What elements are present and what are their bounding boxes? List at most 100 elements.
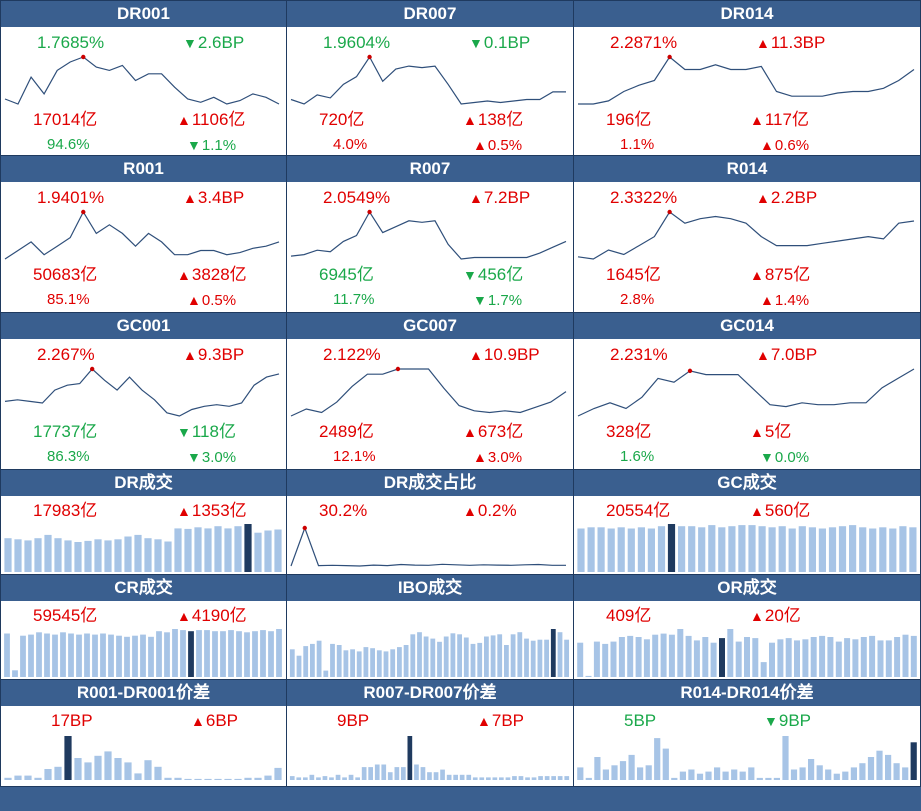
bar <box>607 528 615 572</box>
volume-change-text: 456亿 <box>477 265 524 284</box>
bar <box>738 525 746 572</box>
bar <box>74 542 82 572</box>
panel-r014: R014 2.3322% ▲2.2BP 1645亿 ▲875亿 2.8% ▲1.4% <box>573 155 921 313</box>
bar <box>810 637 817 677</box>
bar <box>769 642 775 677</box>
peak-marker <box>81 54 86 60</box>
volume-change: ▲5亿 <box>750 422 791 442</box>
bar <box>635 637 642 677</box>
bar <box>685 635 692 677</box>
panel-title: R007-DR007价差 <box>287 680 573 706</box>
volume-change-text: 117亿 <box>764 110 809 129</box>
bar <box>260 630 266 677</box>
bar-highlight <box>910 742 917 780</box>
rate-change-text: 7.0BP <box>770 345 818 364</box>
down-triangle-icon: ▼ <box>183 35 197 51</box>
volume-change-text: 4190亿 <box>191 606 247 625</box>
volume-change: ▲138亿 <box>463 110 523 130</box>
volume-value: 2489亿 <box>319 422 374 442</box>
series-line <box>577 211 915 260</box>
bar <box>84 540 92 572</box>
volume-change-text: 1353亿 <box>191 501 247 520</box>
bar <box>538 776 543 780</box>
bar <box>867 757 875 780</box>
bar <box>842 771 849 780</box>
bar <box>44 633 50 677</box>
volume-value-text: 196亿 <box>606 110 652 129</box>
bar <box>643 639 650 677</box>
bar <box>899 526 907 572</box>
rate-trend-chart <box>290 209 567 260</box>
share-change-text: 0.5% <box>201 292 237 309</box>
bar <box>827 637 834 677</box>
bar <box>322 776 328 780</box>
volume-bar-chart <box>4 629 282 677</box>
share-value: 4.0% <box>333 135 367 155</box>
bar <box>274 767 282 780</box>
bar <box>310 643 315 677</box>
spread-change: ▲6BP <box>191 711 238 731</box>
bar <box>497 634 503 677</box>
volume-change: ▲673亿 <box>463 422 523 442</box>
bar <box>224 528 232 572</box>
volume-value-text: 17014亿 <box>33 110 98 129</box>
panel-title: GC014 <box>574 313 920 339</box>
rate-value: 2.2871% <box>610 33 677 53</box>
spread-change-text: 9BP <box>778 711 811 730</box>
volume-value-text: 20554亿 <box>606 501 671 520</box>
bar <box>14 539 22 572</box>
down-triangle-icon: ▼ <box>177 424 191 440</box>
bar <box>637 767 644 780</box>
bar <box>453 774 458 780</box>
bar <box>637 527 645 572</box>
rate-value: 2.3322% <box>610 188 677 208</box>
bar <box>446 774 452 780</box>
rate-change-text: 7.2BP <box>483 188 531 207</box>
peak-marker <box>687 368 693 374</box>
rate-change-text: 10.9BP <box>483 345 540 364</box>
panel-title: R014-DR014价差 <box>574 680 920 706</box>
bar <box>154 539 162 572</box>
bar <box>268 631 274 677</box>
bar <box>148 636 154 677</box>
volume-value: 6945亿 <box>319 265 374 285</box>
share-change: ▼0.0% <box>760 447 809 468</box>
bar <box>100 633 106 677</box>
up-triangle-icon: ▲ <box>750 503 764 519</box>
volume-value-text: 720亿 <box>319 110 365 129</box>
bar <box>466 774 472 780</box>
bar <box>610 641 617 677</box>
bar <box>705 771 712 780</box>
bar <box>645 765 652 780</box>
volume-change-text: 118亿 <box>191 422 236 441</box>
volume-value: 17983亿 <box>33 501 97 521</box>
bar <box>303 777 308 780</box>
volume-value-text: 30.2% <box>319 501 368 520</box>
ratio-trend-chart <box>290 525 567 567</box>
bar <box>647 528 655 572</box>
panel-title: GC007 <box>287 313 573 339</box>
series-line <box>577 368 915 417</box>
bar <box>24 540 32 572</box>
bar <box>794 640 800 677</box>
bar <box>194 778 202 780</box>
volume-bar-chart <box>289 629 569 677</box>
volume-change: ▼118亿 <box>177 422 236 442</box>
bar <box>617 527 625 572</box>
bar <box>799 767 806 780</box>
panel-title: GC成交 <box>574 470 920 496</box>
bar <box>60 632 66 677</box>
bar <box>739 771 746 780</box>
bar <box>537 639 543 677</box>
bar <box>124 636 130 677</box>
bar <box>368 767 373 780</box>
bar <box>236 631 242 677</box>
bar <box>859 763 866 780</box>
share-change: ▲0.5% <box>473 135 522 155</box>
bar <box>577 767 584 780</box>
rate-change: ▲9.3BP <box>183 345 244 365</box>
volume-value-text: 50683亿 <box>33 265 98 284</box>
spread-value: 9BP <box>337 711 369 731</box>
bar <box>36 632 42 677</box>
volume-value: 17014亿 <box>33 110 97 130</box>
